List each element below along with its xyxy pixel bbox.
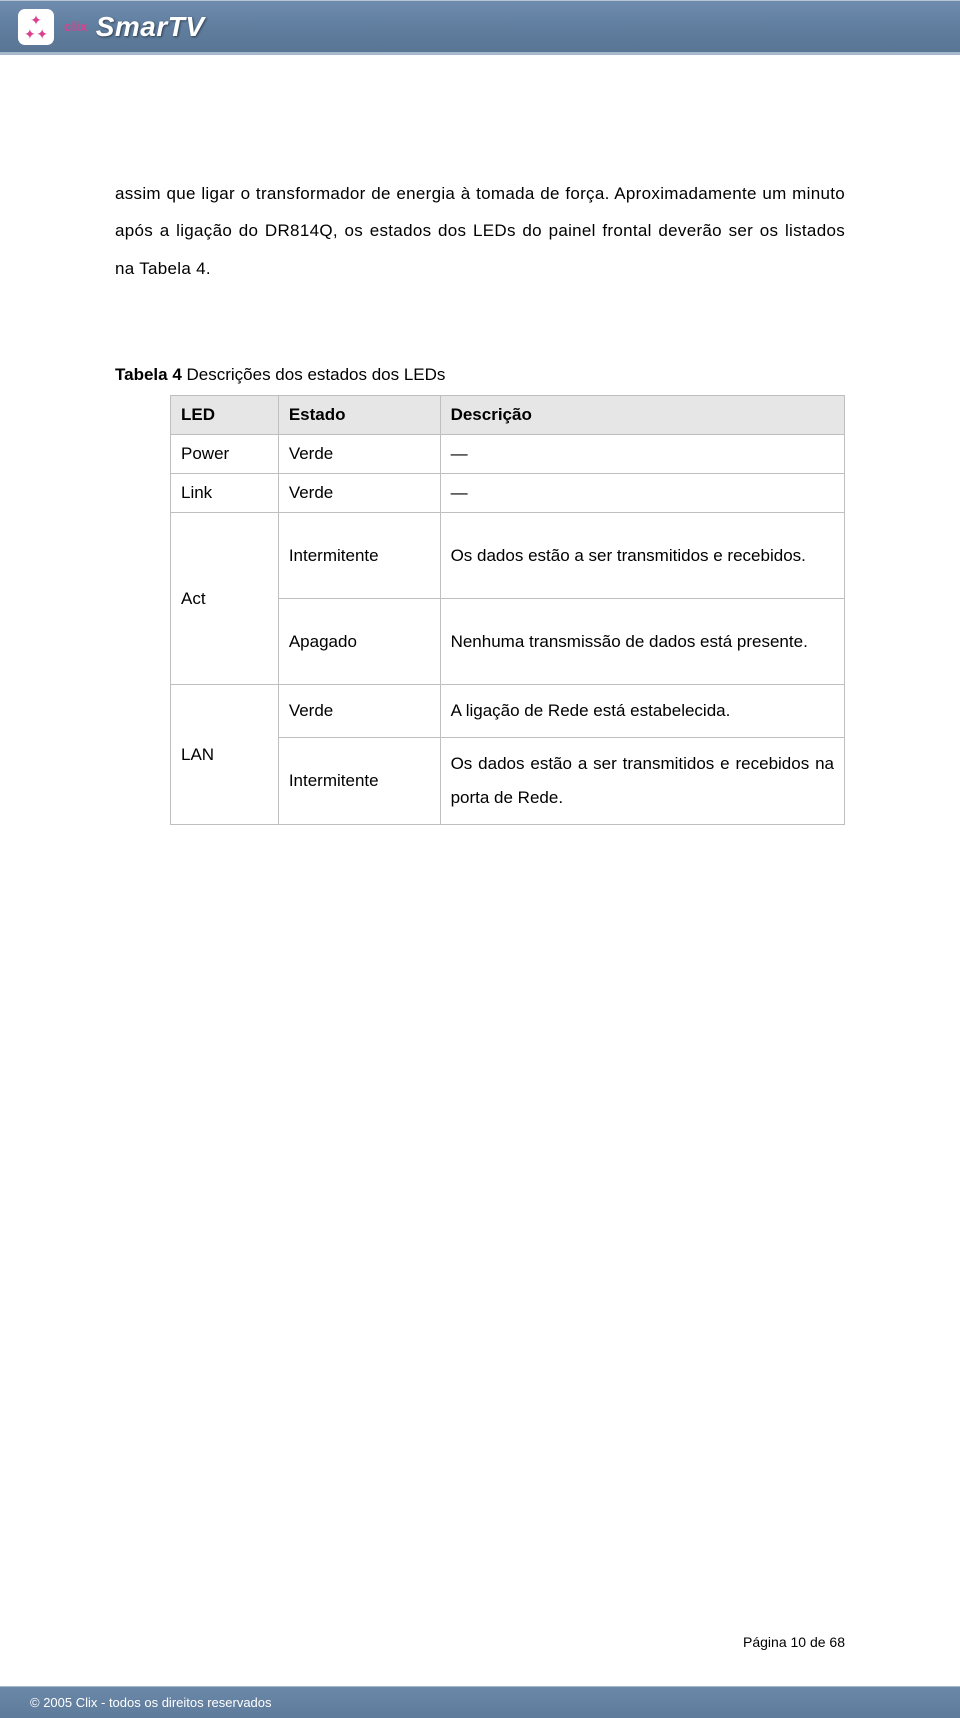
td-desc: A ligação de Rede está estabelecida. (440, 685, 844, 738)
td-desc: Os dados estão a ser transmitidos e rece… (440, 738, 844, 825)
star-icon: ✦ (36, 27, 48, 41)
page-number: Página 10 de 68 (743, 1634, 845, 1650)
document-content: assim que ligar o transformador de energ… (0, 55, 960, 825)
table-caption-label: Tabela 4 (115, 365, 182, 384)
td-desc: — (440, 435, 844, 474)
clix-logo-badge: ✦ ✦ ✦ (18, 9, 54, 45)
td-led: Act (171, 513, 279, 685)
brand-small: clix (64, 19, 88, 34)
td-led: Power (171, 435, 279, 474)
td-state: Apagado (278, 599, 440, 685)
td-state: Verde (278, 435, 440, 474)
td-state: Verde (278, 685, 440, 738)
td-desc: Os dados estão a ser transmitidos e rece… (440, 513, 844, 599)
table-row: Link Verde — (171, 474, 845, 513)
paragraph: assim que ligar o transformador de energ… (115, 175, 845, 287)
table-caption-text: Descrições dos estados dos LEDs (182, 365, 446, 384)
table-row: LAN Verde A ligação de Rede está estabel… (171, 685, 845, 738)
th-desc: Descrição (440, 396, 844, 435)
star-icon: ✦ (30, 13, 42, 27)
footer-bar: © 2005 Clix - todos os direitos reservad… (0, 1686, 960, 1718)
table-row: Act Intermitente Os dados estão a ser tr… (171, 513, 845, 599)
page: ✦ ✦ ✦ clix SmarTV assim que ligar o tran… (0, 0, 960, 1718)
th-state: Estado (278, 396, 440, 435)
td-led: Link (171, 474, 279, 513)
td-state: Verde (278, 474, 440, 513)
td-desc: Nenhuma transmissão de dados está presen… (440, 599, 844, 685)
copyright-text: © 2005 Clix - todos os direitos reservad… (30, 1695, 272, 1710)
star-icon: ✦ (24, 27, 36, 41)
th-led: LED (171, 396, 279, 435)
td-desc: — (440, 474, 844, 513)
app-header: ✦ ✦ ✦ clix SmarTV (0, 0, 960, 52)
table-header-row: LED Estado Descrição (171, 396, 845, 435)
table-caption: Tabela 4 Descrições dos estados dos LEDs (115, 365, 845, 385)
led-table: LED Estado Descrição Power Verde — Link … (170, 395, 845, 825)
table-row: Power Verde — (171, 435, 845, 474)
brand-big: SmarTV (96, 11, 205, 43)
td-led: LAN (171, 685, 279, 825)
td-state: Intermitente (278, 738, 440, 825)
td-state: Intermitente (278, 513, 440, 599)
